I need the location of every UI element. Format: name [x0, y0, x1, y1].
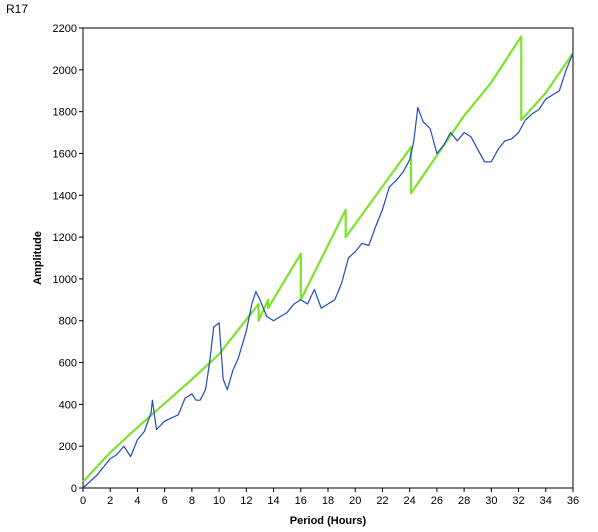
x-tick-label: 4: [134, 495, 140, 507]
x-tick-label: 6: [162, 495, 168, 507]
y-tick-label: 1800: [53, 107, 77, 119]
y-tick-label: 800: [59, 316, 77, 328]
chart-title: R17: [6, 2, 29, 16]
x-tick-label: 18: [322, 495, 334, 507]
y-tick-label: 2000: [53, 65, 77, 77]
y-tick-label: 600: [59, 358, 77, 370]
x-tick-label: 34: [540, 495, 552, 507]
series-line-2: [82, 52, 574, 489]
plot-area: [82, 27, 574, 489]
y-tick-label: 200: [59, 441, 77, 453]
x-tick-label: 20: [349, 495, 361, 507]
y-axis-title: Amplitude: [32, 231, 44, 285]
x-tick-label: 12: [240, 495, 252, 507]
y-tick-label: 2200: [53, 23, 77, 35]
x-tick-label: 0: [80, 495, 86, 507]
y-tick-label: 400: [59, 399, 77, 411]
x-tick-label: 10: [213, 495, 225, 507]
x-tick-label: 22: [376, 495, 388, 507]
y-tick-label: 1600: [53, 148, 77, 160]
x-tick-label: 30: [485, 495, 497, 507]
series-line-1: [82, 35, 574, 483]
x-tick-label: 16: [295, 495, 307, 507]
y-tick-label: 1200: [53, 232, 77, 244]
y-tick-label: 1400: [53, 190, 77, 202]
x-tick-label: 8: [189, 495, 195, 507]
x-tick-label: 24: [404, 495, 416, 507]
x-axis-title: Period (Hours): [290, 515, 367, 527]
x-tick-label: 32: [512, 495, 524, 507]
x-tick-label: 28: [458, 495, 470, 507]
x-tick-label: 26: [431, 495, 443, 507]
y-tick-label: 0: [71, 483, 77, 495]
y-tick-label: 1000: [53, 274, 77, 286]
x-tick-label: 36: [567, 495, 579, 507]
x-tick-label: 14: [267, 495, 279, 507]
x-tick-label: 2: [107, 495, 113, 507]
